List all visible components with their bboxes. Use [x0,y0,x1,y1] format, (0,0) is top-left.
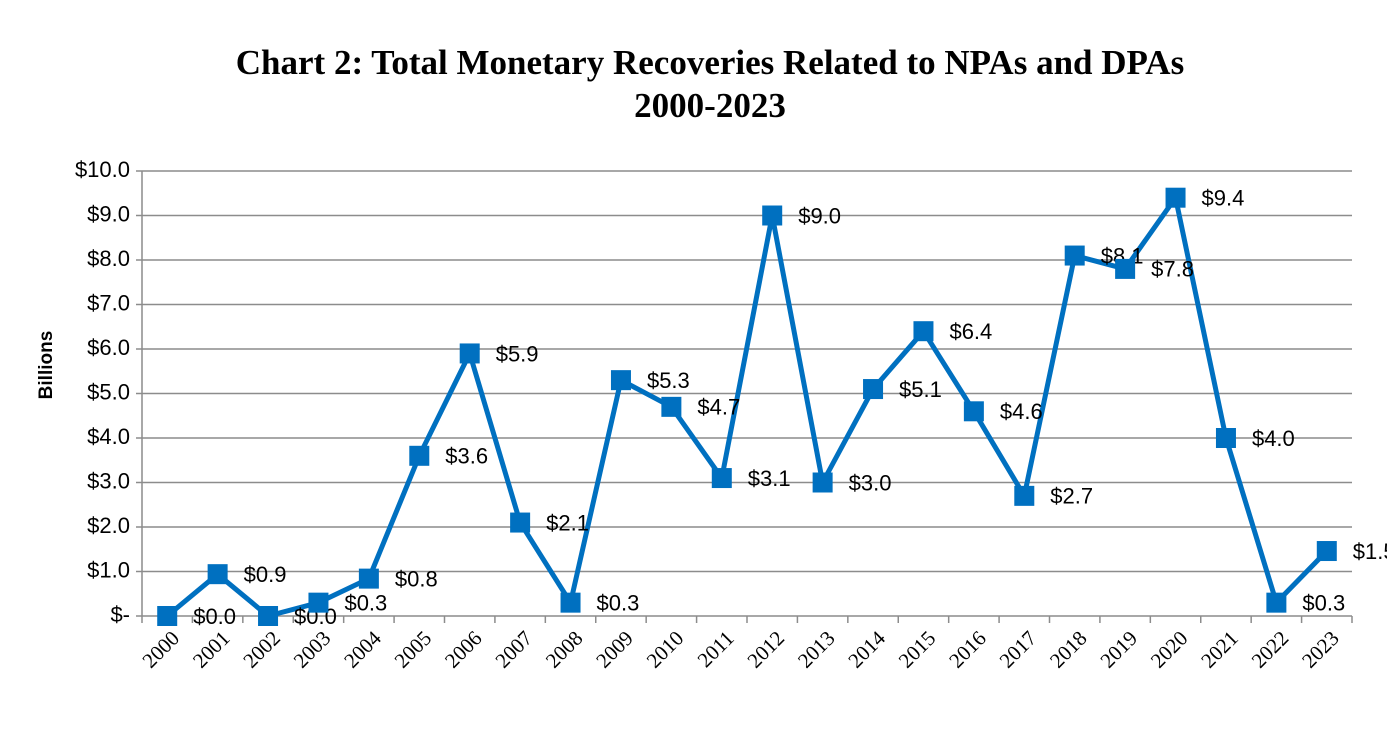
data-label: $3.6 [445,444,488,469]
y-tick-label: $5.0 [87,379,130,404]
x-tick-label: 2001 [188,626,235,673]
data-label: $0.3 [344,590,387,615]
data-marker [308,592,329,613]
data-marker [459,343,480,364]
x-tick-label: 2016 [944,626,991,673]
data-marker [409,445,430,466]
data-marker [258,606,279,626]
x-tick-label: 2017 [995,626,1042,673]
y-tick-label: $6.0 [87,335,130,360]
data-label: $6.4 [949,319,992,344]
y-tick-label: $2.0 [87,513,130,538]
y-tick-label: $- [110,602,130,627]
x-tick-label: 2021 [1196,626,1243,673]
x-tick-label: 2002 [238,626,285,673]
data-label: $5.1 [899,377,942,402]
data-marker [812,472,833,493]
data-label: $0.0 [193,604,236,629]
data-label: $4.0 [1252,426,1295,451]
y-tick-label: $7.0 [87,290,130,315]
data-marker [1266,592,1287,613]
data-marker [1316,541,1337,562]
y-tick-label: $4.0 [87,424,130,449]
x-tick-label: 2008 [541,626,588,673]
x-tick-label: 2018 [1045,626,1092,673]
data-marker [863,379,884,400]
data-marker [913,321,934,342]
x-tick-label: 2006 [440,626,487,673]
y-tick-label: $8.0 [87,246,130,271]
data-label: $0.9 [244,562,287,587]
data-marker [762,205,783,226]
y-tick-label: $9.0 [87,201,130,226]
y-tick-label: $10.0 [75,157,130,182]
data-label: $2.1 [546,510,589,535]
data-label: $3.1 [748,466,791,491]
x-tick-label: 2014 [843,626,890,673]
data-label: $0.8 [395,566,438,591]
data-marker [1215,428,1236,448]
data-label: $4.7 [697,395,740,420]
data-marker [963,401,984,422]
data-marker [207,564,228,585]
y-tick-label: $1.0 [87,557,130,582]
data-marker [560,592,581,613]
chart-title: Chart 2: Total Monetary Recoveries Relat… [236,43,1184,82]
data-marker [510,512,531,533]
x-tick-label: 2011 [693,626,739,672]
data-marker [358,568,379,589]
data-label: $0.3 [597,590,640,615]
data-marker [610,370,631,391]
data-label: $9.4 [1202,186,1245,211]
chart-subtitle: 2000-2023 [634,86,786,125]
x-tick-label: 2019 [1095,626,1142,673]
x-tick-label: 2007 [490,626,537,673]
x-tick-label: 2000 [137,626,184,673]
data-marker [1165,187,1186,208]
y-tick-label: $3.0 [87,468,130,493]
x-tick-label: 2023 [1297,626,1344,673]
x-tick-label: 2013 [793,626,840,673]
data-marker [1014,485,1035,506]
data-marker [1064,245,1085,266]
data-label: $4.6 [1000,399,1043,424]
x-tick-label: 2015 [894,626,941,673]
data-marker [157,606,178,626]
data-marker [711,468,732,489]
data-label: $0.3 [1302,590,1345,615]
x-tick-label: 2012 [742,626,789,673]
x-tick-label: 2004 [339,626,386,673]
data-label: $5.9 [496,341,539,366]
x-tick-label: 2003 [289,626,336,673]
x-tick-label: 2020 [1146,626,1193,673]
data-label: $9.0 [798,203,841,228]
data-label: $3.0 [849,470,892,495]
data-marker [1115,258,1136,279]
data-label: $2.7 [1050,484,1093,509]
x-tick-label: 2010 [642,626,689,673]
y-axis-title: Billions [36,331,57,400]
data-label: $7.8 [1151,257,1194,282]
x-tick-label: 2005 [390,626,437,673]
data-label: $1.5 [1353,539,1387,564]
x-tick-label: 2009 [591,626,638,673]
data-label: $5.3 [647,368,690,393]
data-marker [661,396,682,417]
x-tick-label: 2022 [1247,626,1294,673]
